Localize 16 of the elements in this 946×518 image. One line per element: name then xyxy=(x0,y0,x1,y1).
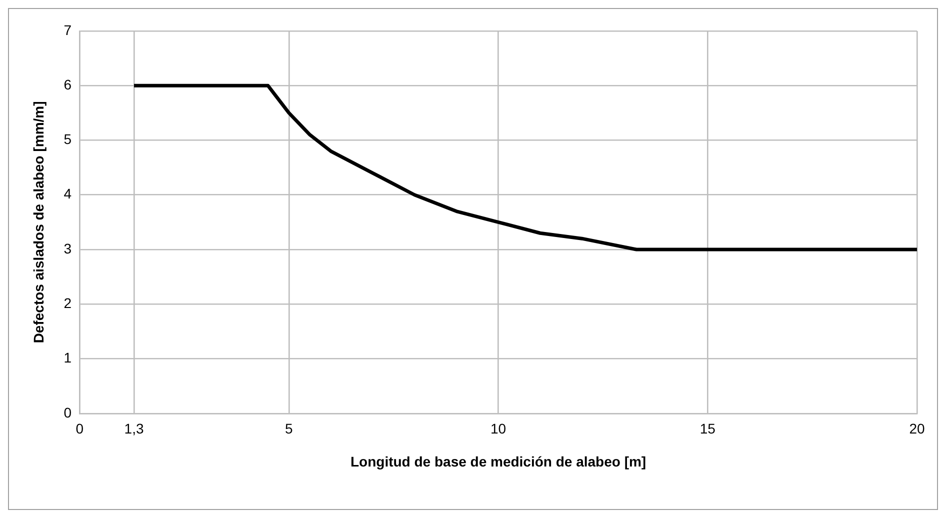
y-axis-title: Defectos aislados de alabeo [mm/m] xyxy=(30,101,46,344)
y-tick-label: 5 xyxy=(64,131,72,148)
x-tick-label: 0 xyxy=(76,420,84,437)
x-tick-label: 1,3 xyxy=(124,420,144,437)
y-tick-label: 3 xyxy=(64,240,72,256)
x-tick-label: 20 xyxy=(909,420,925,437)
x-tick-label: 10 xyxy=(490,420,506,437)
y-tick-label: 2 xyxy=(64,295,72,311)
y-tick-label: 4 xyxy=(64,186,72,202)
y-tick-label: 0 xyxy=(64,404,72,420)
y-tick-label: 7 xyxy=(64,22,72,38)
x-axis-title: Longitud de base de medición de alabeo [m] xyxy=(350,453,646,470)
x-tick-label: 15 xyxy=(700,420,716,437)
x-tick-label: 5 xyxy=(285,420,294,437)
y-tick-label: 6 xyxy=(64,76,72,92)
y-tick-label: 1 xyxy=(64,350,72,366)
